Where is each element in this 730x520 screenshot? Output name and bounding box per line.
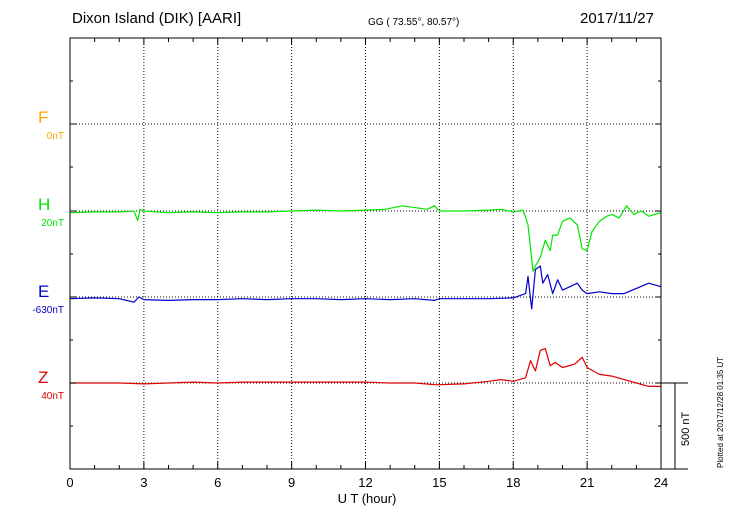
scale-bar-label: 500 nT: [680, 411, 692, 446]
component-baseline-e: -630nT: [32, 305, 64, 316]
x-ticks: 0 3 6 9 12 15 18 21 24: [66, 38, 668, 490]
component-label-f: F: [38, 108, 49, 127]
component-baseline-f: 0nT: [46, 131, 64, 142]
component-baseline-z: 40nT: [41, 391, 64, 402]
x-tick-label: 3: [140, 475, 147, 490]
x-tick-label: 15: [432, 475, 446, 490]
x-tick-label: 18: [506, 475, 520, 490]
scale-bar: [661, 382, 688, 470]
x-tick-label: 24: [654, 475, 668, 490]
series-line-e: [69, 265, 662, 310]
series-line-z: [70, 348, 661, 387]
x-tick-label: 21: [580, 475, 594, 490]
date-label: 2017/11/27: [580, 10, 654, 27]
component-baseline-h: 20nT: [41, 218, 64, 229]
x-tick-label: 6: [214, 475, 221, 490]
component-label-h: H: [38, 195, 51, 214]
x-axis-label: U T (hour): [338, 491, 397, 506]
x-tick-label: 12: [358, 475, 372, 490]
grid-lines: [70, 38, 661, 469]
series-line-h: [69, 205, 662, 272]
component-label-e: E: [38, 282, 50, 301]
plotted-timestamp: Plotted at 2017/12/28 01:35 UT: [716, 356, 725, 468]
geo-coordinates: GG ( 73.55°, 80.57°): [368, 17, 460, 28]
x-tick-label: 0: [66, 475, 73, 490]
x-tick-label: 9: [288, 475, 295, 490]
series-lines: [69, 205, 662, 387]
component-label-z: Z: [38, 368, 49, 387]
station-title: Dixon Island (DIK) [AARI]: [72, 10, 242, 27]
